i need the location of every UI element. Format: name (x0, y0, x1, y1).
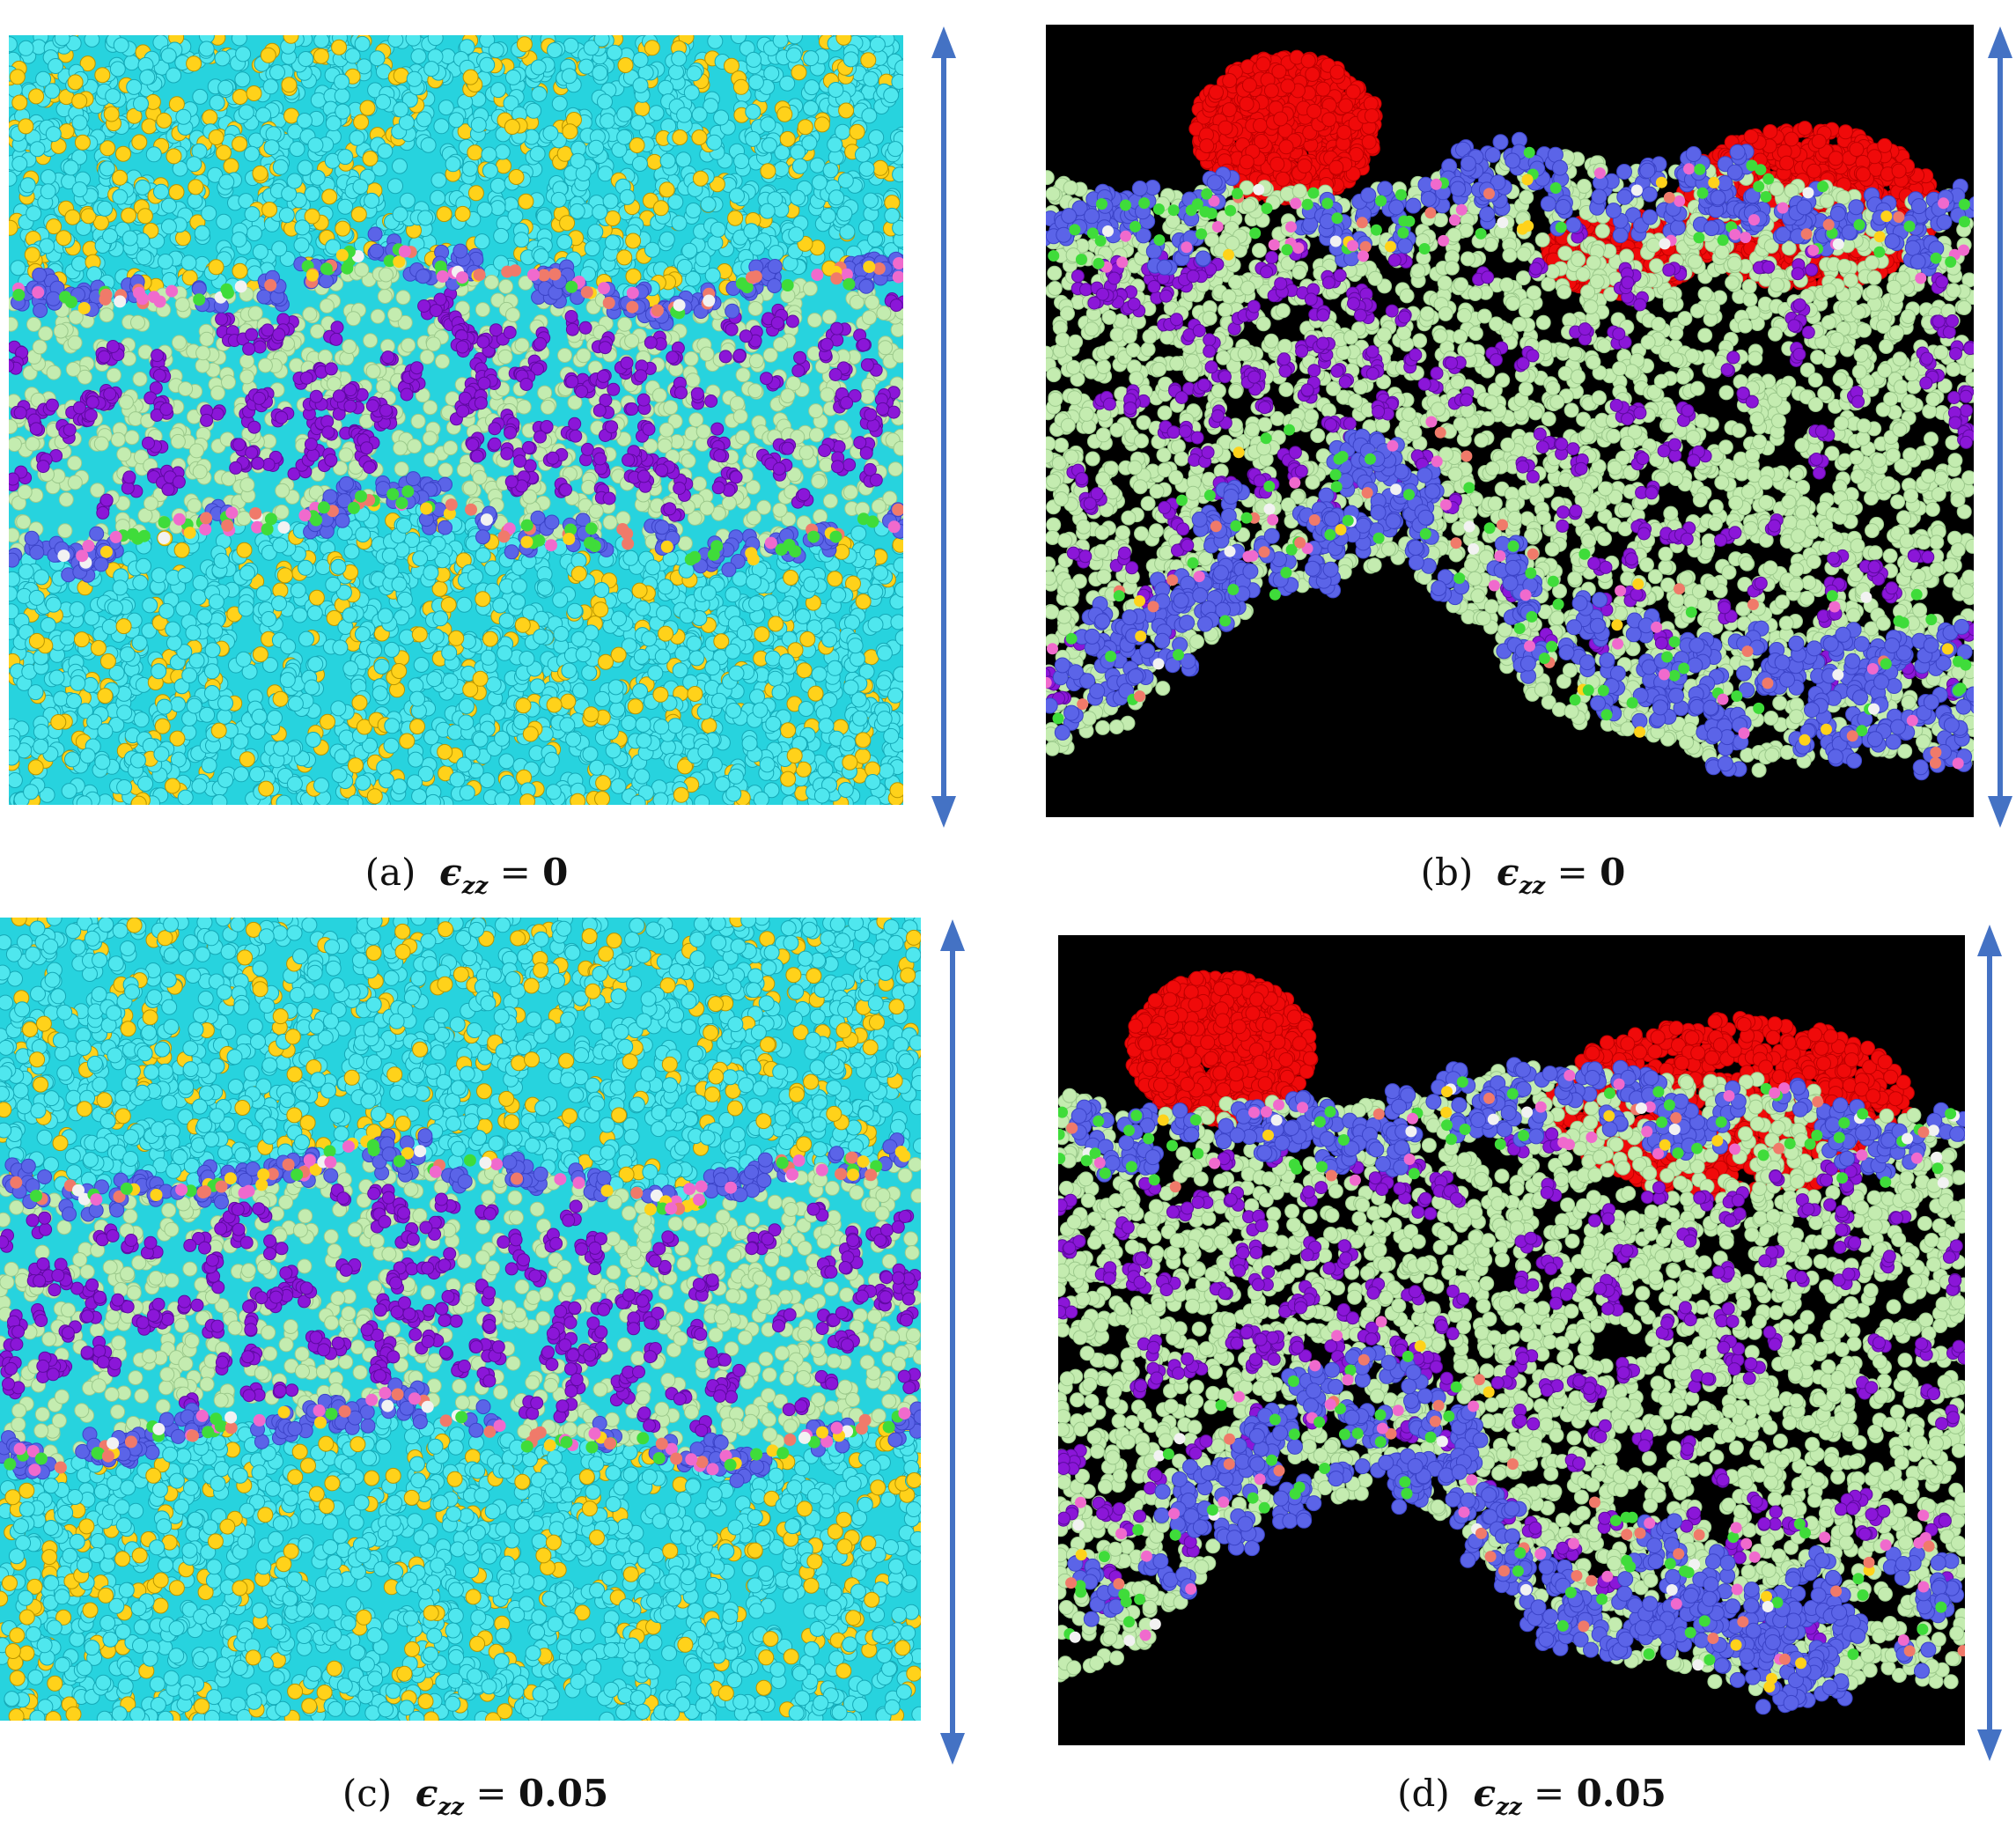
caption-c-label: (c) (342, 1772, 392, 1815)
panel-a-simulation-image (9, 35, 903, 805)
solvated-membrane-render (9, 35, 903, 805)
caption-a-symbol: ϵzz (439, 851, 488, 899)
box-height-double-arrow (1977, 925, 2002, 1761)
caption-b-operator: = (1557, 851, 1588, 894)
caption-b-symbol: ϵzz (1497, 851, 1545, 899)
caption-c-value: 0.05 (519, 1772, 608, 1815)
panel-b-simulation-image (1046, 25, 1974, 817)
caption-d: (d) ϵzz = 0.05 (1356, 1772, 1708, 1820)
caption-d-symbol: ϵzz (1474, 1772, 1522, 1820)
box-height-double-arrow (1988, 26, 2012, 828)
caption-d-value: 0.05 (1577, 1772, 1667, 1815)
caption-c-symbol: ϵzz (416, 1772, 464, 1820)
caption-d-operator: = (1534, 1772, 1564, 1815)
caption-a-value: 0 (542, 851, 568, 894)
vacuum-membrane-render (1046, 25, 1974, 817)
vacuum-membrane-render (1058, 935, 1965, 1745)
caption-a: (a) ϵzz = 0 (317, 851, 616, 899)
caption-b-label: (b) (1421, 851, 1474, 894)
caption-a-label: (a) (365, 851, 416, 894)
caption-d-label: (d) (1397, 1772, 1450, 1815)
solvated-membrane-render (0, 918, 921, 1721)
box-height-double-arrow (931, 26, 956, 828)
caption-a-operator: = (500, 851, 531, 894)
panel-c-simulation-image (0, 918, 921, 1721)
panel-d-simulation-image (1058, 935, 1965, 1745)
caption-c-operator: = (475, 1772, 506, 1815)
caption-b-value: 0 (1600, 851, 1625, 894)
caption-b: (b) ϵzz = 0 (1373, 851, 1673, 899)
caption-c: (c) ϵzz = 0.05 (299, 1772, 651, 1820)
box-height-double-arrow (940, 919, 965, 1765)
